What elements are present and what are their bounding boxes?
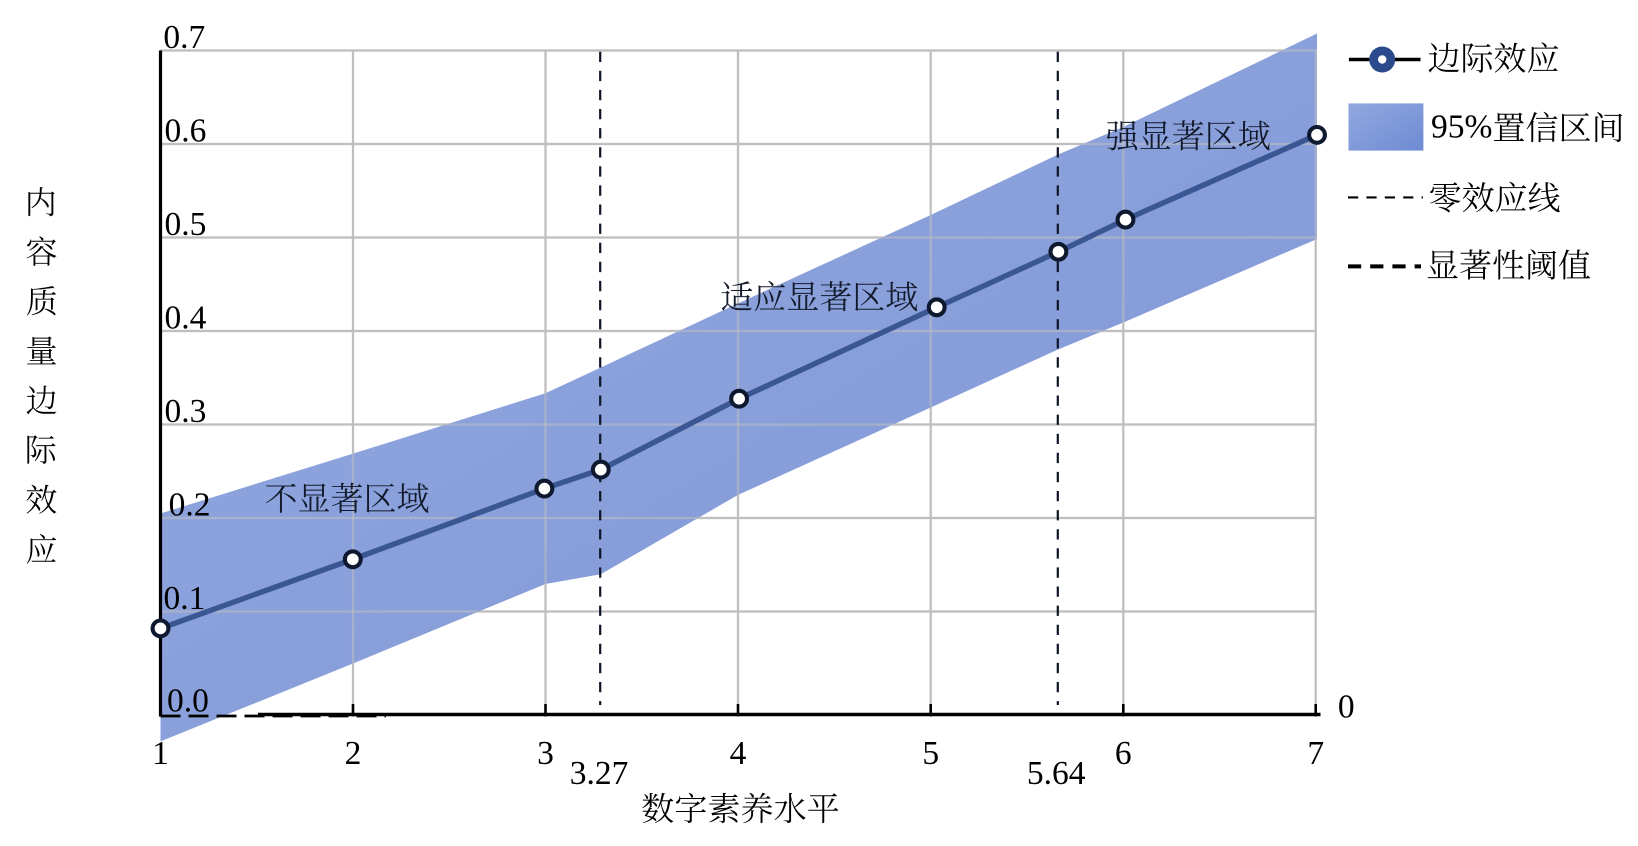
- svg-text:0.6: 0.6: [165, 113, 207, 150]
- svg-text:0.2: 0.2: [169, 487, 211, 524]
- svg-text:1: 1: [152, 735, 169, 772]
- svg-text:0: 0: [1338, 689, 1355, 726]
- svg-text:2: 2: [345, 735, 362, 772]
- svg-text:3: 3: [537, 735, 554, 772]
- svg-text:7: 7: [1307, 735, 1324, 772]
- svg-text:0.5: 0.5: [165, 206, 207, 243]
- svg-text:4: 4: [730, 735, 747, 772]
- svg-text:6: 6: [1115, 735, 1132, 772]
- svg-text:5: 5: [922, 735, 939, 772]
- svg-text:95%: 95%: [1431, 109, 1492, 146]
- svg-text:5.64: 5.64: [1027, 755, 1086, 792]
- svg-text:0.4: 0.4: [165, 300, 207, 337]
- svg-text:0.0: 0.0: [167, 683, 209, 720]
- svg-text:0.3: 0.3: [165, 393, 207, 430]
- svg-text:0.7: 0.7: [163, 19, 205, 56]
- svg-text:3.27: 3.27: [570, 755, 629, 792]
- svg-text:0.1: 0.1: [164, 580, 206, 617]
